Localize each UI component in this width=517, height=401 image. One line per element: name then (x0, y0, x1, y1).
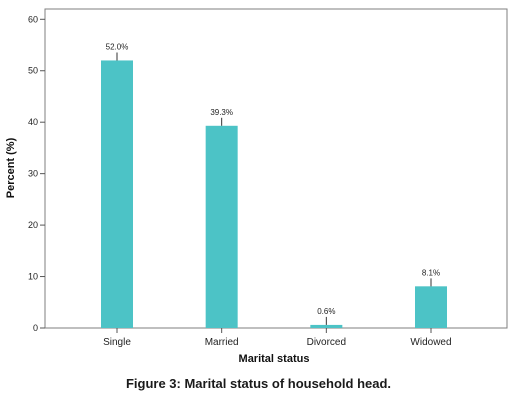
y-tick-label: 40 (28, 117, 38, 127)
x-tick-label: Married (205, 337, 239, 348)
y-tick-label: 0 (33, 323, 38, 333)
plot-frame (44, 8, 508, 329)
bar-widowed (415, 286, 447, 328)
x-tick-label: Divorced (307, 337, 346, 348)
y-tick-label: 50 (28, 66, 38, 76)
x-axis-title: Marital status (239, 353, 310, 365)
y-tick-label: 20 (28, 220, 38, 230)
y-tick-label: 10 (28, 272, 38, 282)
y-axis: 0 10 20 30 40 50 60 (28, 14, 45, 333)
data-label: 8.1% (422, 268, 440, 277)
x-tick-label: Single (103, 337, 131, 348)
bar-married (205, 125, 238, 328)
data-label: 52.0% (106, 42, 129, 51)
data-label: 0.6% (317, 307, 335, 316)
bar-single (101, 60, 133, 329)
data-labels: 52.0% 39.3% 0.6% 8.1% (106, 42, 440, 325)
bar-divorced (310, 324, 343, 328)
bars (101, 60, 447, 329)
y-axis-title: Percent (%) (5, 137, 17, 198)
x-axis: Single Married Divorced Widowed (103, 328, 452, 348)
bar-chart: 0 10 20 30 40 50 60 Single Married Divorced Widow… (5, 8, 508, 365)
figure-caption: Figure 3: Marital status of household he… (125, 376, 392, 391)
x-tick-label: Widowed (410, 337, 451, 348)
y-tick-label: 30 (28, 169, 38, 179)
y-tick-label: 60 (28, 14, 38, 24)
data-label: 39.3% (210, 108, 233, 117)
